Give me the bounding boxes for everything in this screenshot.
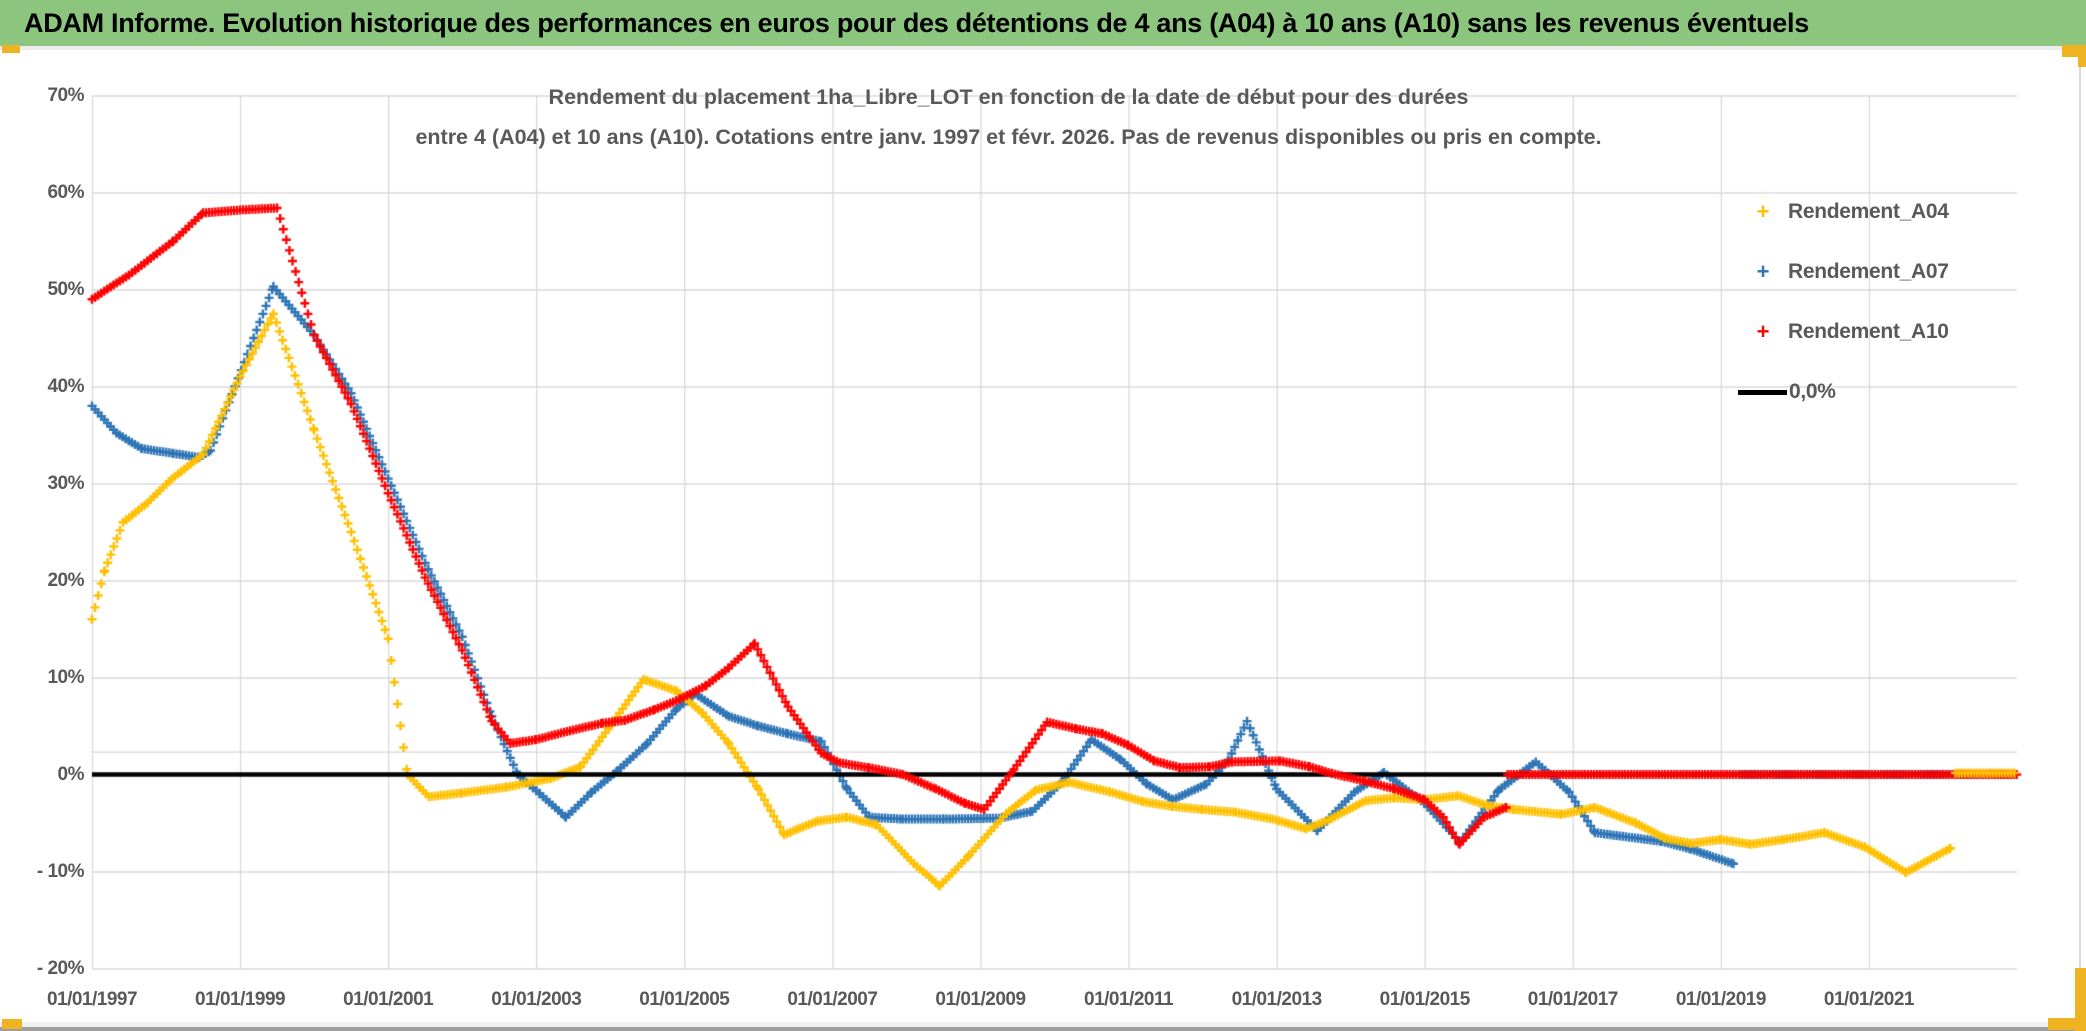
- y-axis-tick-label: 10%: [47, 666, 84, 688]
- legend-line-sample: [1738, 389, 1787, 395]
- legend-item-0-0-[interactable]: 0,0%: [1738, 377, 2038, 407]
- x-axis-tick-label: 01/01/2011: [1084, 989, 1174, 1010]
- legend-plus-marker: +: [1756, 259, 1770, 284]
- x-axis-tick-label: 01/01/2003: [491, 989, 582, 1010]
- x-axis-tick-label: 01/01/2009: [935, 989, 1026, 1010]
- legend-item-rendement-a04[interactable]: + Rendement_A04: [1738, 197, 2038, 227]
- legend-plus-marker: +: [1756, 319, 1770, 344]
- y-axis-tick-label: 0%: [57, 763, 85, 785]
- y-axis-tick-label: 20%: [47, 569, 84, 591]
- x-axis-tick-label: 01/01/2017: [1527, 989, 1619, 1010]
- legend-item-rendement-a07[interactable]: + Rendement_A07: [1738, 257, 2038, 287]
- window-right-border: [2079, 52, 2081, 1022]
- y-axis-tick-label: - 20%: [36, 957, 85, 979]
- y-axis-tick-label: 50%: [47, 278, 84, 300]
- legend-item-rendement-a10[interactable]: + Rendement_A10: [1738, 317, 2038, 347]
- y-axis-tick-label: 70%: [47, 84, 84, 106]
- x-axis-tick-label: 01/01/1999: [195, 989, 286, 1010]
- legend-label: Rendement_A04: [1788, 200, 1949, 223]
- selection-handle-right-edge[interactable]: [2075, 968, 2086, 1031]
- legend-label: 0,0%: [1789, 380, 1836, 403]
- chart-title-line2: entre 4 (A04) et 10 ans (A10). Cotations…: [415, 125, 1602, 149]
- x-axis-tick-label: 01/01/2007: [787, 989, 878, 1010]
- window-bottom-bar: [0, 1027, 2086, 1031]
- chart-object-bottom-border: [0, 1022, 2086, 1028]
- x-axis-tick-label: 01/01/2013: [1231, 989, 1323, 1010]
- x-axis-tick-label: 01/01/1997: [46, 989, 138, 1010]
- x-axis-tick-label: 01/01/2019: [1675, 989, 1767, 1010]
- x-axis-tick-label: 01/01/2005: [639, 989, 730, 1010]
- x-axis-tick-label: 01/01/2021: [1823, 989, 1915, 1010]
- chart-title-line1: Rendement du placement 1ha_Libre_LOT en …: [548, 85, 1469, 109]
- chart-title: Rendement du placement 1ha_Libre_LOT en …: [0, 77, 2017, 157]
- legend-label: Rendement_A10: [1788, 320, 1949, 343]
- y-axis-tick-label: - 10%: [36, 860, 85, 882]
- y-axis-tick-label: 40%: [47, 375, 84, 397]
- y-axis-tick-label: 60%: [47, 181, 84, 203]
- x-axis-tick-label: 01/01/2001: [343, 989, 434, 1010]
- selection-handle-top-right-edge[interactable]: [2078, 45, 2086, 67]
- y-axis-tick-label: 30%: [47, 472, 84, 494]
- legend-plus-marker: +: [1756, 199, 1770, 224]
- selection-handle-bottom-right[interactable]: [2048, 1018, 2086, 1030]
- x-axis-tick-label: 01/01/2015: [1379, 989, 1471, 1010]
- legend-label: Rendement_A07: [1788, 260, 1949, 283]
- selection-handle-bottom-left[interactable]: [2, 1019, 22, 1029]
- selection-handle-top-left[interactable]: [2, 45, 20, 53]
